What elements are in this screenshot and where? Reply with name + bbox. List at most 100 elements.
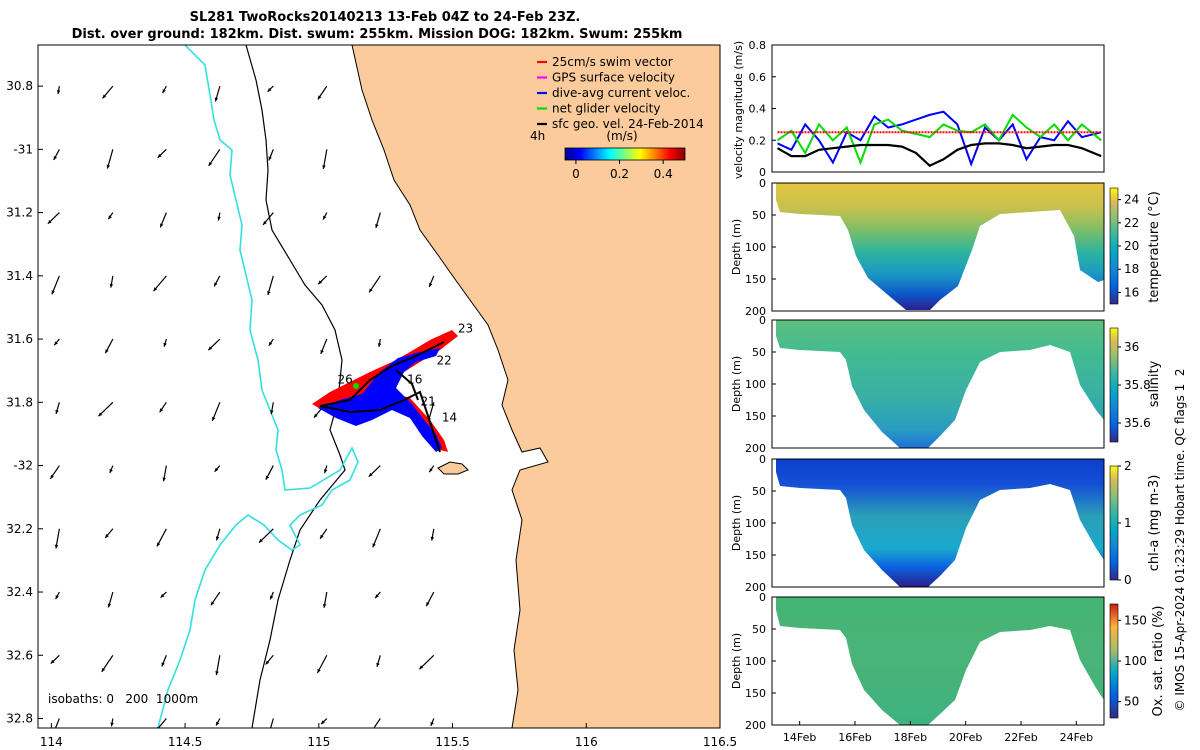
temperature-colorbar [1109, 187, 1119, 305]
current-arrow [56, 86, 61, 95]
colorbar-tick-label: 0.4 [654, 167, 673, 181]
legend-entry: dive-avg current veloc. [537, 86, 690, 100]
current-arrow [265, 654, 274, 665]
current-arrow [211, 402, 221, 422]
current-arrow [53, 149, 60, 161]
footer-text: © IMOS 15-Apr-2024 01:23:29 Hobart time.… [1173, 369, 1187, 712]
day-label: 26 [338, 372, 353, 386]
map-y-tick-label: 31.4 [6, 269, 33, 283]
temperature-field [776, 183, 1104, 310]
current-arrow [207, 338, 221, 351]
map-y-tick-label: 32.4 [6, 585, 33, 599]
heatmap-colorbar-tick-label: 22 [1124, 216, 1139, 230]
current-arrow [101, 654, 114, 673]
temperature-cb-label: temperature (°C) [1147, 191, 1162, 303]
salinity-section: Depth (m) salinity [730, 319, 1162, 449]
current-arrow [430, 528, 435, 541]
oxygen-y-label: Depth (m) [730, 633, 743, 689]
current-arrow [270, 402, 274, 415]
current-arrow [160, 591, 167, 599]
velocity-y-tick-label: 0.4 [749, 103, 767, 116]
current-arrow [269, 591, 274, 600]
current-vector-track [318, 348, 442, 452]
current-arrow [317, 85, 328, 100]
time-tick-label: 14Feb [783, 731, 816, 744]
depth-tick-label: 200 [745, 581, 766, 594]
depth-tick-label: 0 [759, 453, 766, 466]
legend-label: 25cm/s swim vector [552, 55, 673, 69]
velocity-panel: 0 0.2 0.4 0.6 0.8 velocity magnitude (m/s) [732, 39, 1105, 179]
oxygen-section: Depth (m) Ox. sat. ratio (%) [730, 596, 1166, 726]
depth-tick-label: 50 [752, 346, 766, 359]
isobath-200-line [245, 45, 346, 728]
current-arrow [50, 654, 60, 665]
current-arrow [159, 401, 167, 413]
land-area [351, 45, 720, 728]
current-arrow [269, 718, 274, 728]
heatmap-colorbar-tick-label: 2 [1124, 459, 1132, 473]
current-arrow [98, 401, 114, 417]
map-x-tick-label: 116 [575, 735, 598, 749]
heatmap-colorbar-tick-label: 35.6 [1124, 416, 1151, 430]
current-arrow [377, 338, 382, 348]
salinity-cb-label: salinity [1147, 360, 1162, 407]
salinity-field [776, 320, 1104, 448]
current-vector-field [47, 85, 435, 728]
day-label: 21 [420, 394, 435, 408]
chla-colorbar [1109, 465, 1119, 581]
map-x-tick-label: 114.5 [168, 735, 202, 749]
current-arrow [425, 591, 435, 607]
current-arrow [210, 591, 221, 606]
current-arrow [104, 338, 114, 354]
map-y-tick-label: -31 [13, 142, 33, 156]
depth-tick-label: 50 [752, 209, 766, 222]
map-y-tick-label: 31.6 [6, 332, 33, 346]
map-x-tick-label: 114 [40, 735, 63, 749]
current-arrow [109, 465, 114, 474]
speed-colorbar-ticks: 0 0.2 0.4 [572, 160, 673, 181]
current-arrow [376, 655, 381, 667]
velocity-y-tick-label: 0.2 [749, 134, 767, 147]
depth-tick-label: 100 [745, 241, 766, 254]
chla-field [776, 459, 1104, 587]
legend-entry: 25cm/s swim vector [537, 55, 673, 69]
current-arrow [214, 465, 221, 473]
current-arrow [428, 275, 435, 288]
heatmap-colorbar-tick-label: 24 [1124, 193, 1139, 207]
current-arrow [368, 275, 381, 293]
heatmap-colorbar-tick-label: 16 [1124, 285, 1139, 299]
current-arrow [153, 275, 167, 292]
current-arrow [267, 85, 274, 93]
map-y-tick-label: 32.6 [6, 648, 33, 662]
current-arrow [55, 591, 60, 600]
current-arrow [110, 718, 114, 727]
depth-tick-label: 50 [752, 485, 766, 498]
time-tick-label: 24Feb [1060, 731, 1093, 744]
current-arrow [374, 591, 381, 599]
map-x-tick-label: 115.5 [435, 735, 469, 749]
depth-tick-label: 100 [745, 517, 766, 530]
current-arrow [372, 528, 381, 548]
current-arrow [109, 275, 114, 288]
chla-y-label: Depth (m) [730, 495, 743, 551]
chla-section: Depth (m) chl-a (mg m-3) [730, 458, 1162, 588]
current-arrow [47, 212, 60, 225]
map-panel: 26 16 22 23 21 14 114 114.5 115 115.5 116 116.5 30… [6, 44, 737, 749]
current-arrow [215, 718, 221, 726]
day-labels: 26 16 22 23 21 14 [338, 322, 474, 425]
isobath-1000-line [157, 45, 359, 728]
current-arrow [267, 275, 274, 296]
track-black-line [319, 341, 445, 453]
depth-tick-label: 150 [745, 273, 766, 286]
heatmap-colorbar-tick-label: 1 [1124, 516, 1132, 530]
current-arrow [217, 212, 221, 221]
map-y-tick-label: -32 [13, 459, 33, 473]
current-arrow [54, 718, 60, 728]
depth-tick-label: 0 [759, 177, 766, 190]
current-arrow [268, 149, 274, 161]
figure-title-line2: Dist. over ground: 182km. Dist. swum: 25… [72, 27, 683, 42]
current-arrow [157, 148, 167, 159]
depth-tick-label: 150 [745, 549, 766, 562]
track-end-marker [353, 383, 359, 389]
colorbar-tick-label: 0 [572, 167, 580, 181]
